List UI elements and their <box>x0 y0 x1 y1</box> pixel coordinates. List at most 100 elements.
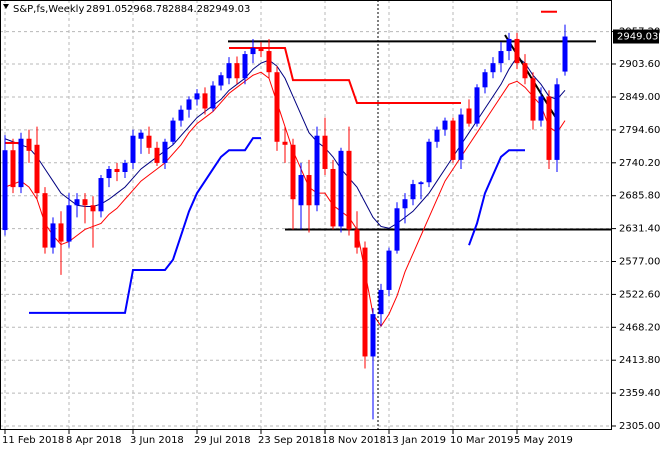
candle-body <box>562 36 568 72</box>
candle-body <box>298 175 304 206</box>
candle-body <box>194 93 200 100</box>
candle-body <box>514 38 520 64</box>
candle-body <box>202 93 208 109</box>
header-high: 2968.78 <box>127 4 168 15</box>
candle-body <box>354 229 360 248</box>
indicator-line <box>229 47 461 105</box>
candle-body <box>474 87 480 124</box>
candle-body <box>290 144 296 200</box>
price-label: 2949.03 <box>617 32 658 43</box>
indicator-line <box>468 149 525 246</box>
header-icon <box>3 4 9 9</box>
candle-body <box>34 144 40 194</box>
chart-title: S&P,fs,Weekly <box>13 4 84 15</box>
candle-body <box>210 85 216 109</box>
candle-body <box>226 63 232 79</box>
candle-body <box>138 132 144 139</box>
y-tick-label: 2468.20 <box>619 322 660 333</box>
candle-body <box>330 168 336 227</box>
y-tick-label: 2794.60 <box>619 125 660 136</box>
candle-body <box>450 120 456 160</box>
candle-body <box>410 184 416 200</box>
y-tick-label: 2849.00 <box>619 92 660 103</box>
candle-body <box>186 99 192 110</box>
indicator-line <box>29 137 261 314</box>
candle-body <box>98 178 104 212</box>
y-tick-label: 2577.00 <box>619 257 660 268</box>
plot-frame <box>0 0 612 430</box>
candle-body <box>18 138 24 188</box>
candle-body <box>26 138 32 151</box>
candle-body <box>66 205 72 242</box>
candle-body <box>170 120 176 142</box>
indicator-line <box>4 56 566 229</box>
candle-body <box>506 38 512 52</box>
candle-body <box>306 175 312 206</box>
candle-body <box>234 63 240 79</box>
candle-body <box>114 168 120 172</box>
candle-body <box>362 247 368 357</box>
candle-body <box>378 289 384 315</box>
y-tick-label: 2413.80 <box>619 355 660 366</box>
x-tick-label: 10 Mar 2019 <box>450 435 513 446</box>
candle-body <box>106 168 112 179</box>
candle-body <box>418 182 424 185</box>
candle-body <box>554 84 560 160</box>
x-tick-label: 11 Feb 2018 <box>2 435 64 446</box>
candle-body <box>282 141 288 145</box>
candle-body <box>426 141 432 183</box>
candle-body <box>2 150 8 231</box>
candle-body <box>58 223 64 242</box>
candle-body <box>154 147 160 163</box>
candle-body <box>82 199 88 206</box>
candle-body <box>322 135 328 169</box>
y-tick-label: 2740.20 <box>619 158 660 169</box>
candle-body <box>466 108 472 124</box>
candle-body <box>538 96 544 121</box>
candle-body <box>402 199 408 209</box>
candle-body <box>522 63 528 79</box>
candle-body <box>442 120 448 130</box>
x-tick-label: 5 May 2019 <box>514 435 573 446</box>
candle-body <box>434 129 440 142</box>
candle-body <box>490 63 496 73</box>
candle-body <box>146 135 152 148</box>
header-open: 2891.05 <box>86 4 127 15</box>
candle-body <box>122 162 128 172</box>
candle-body <box>42 193 48 248</box>
x-tick-label: 3 Jun 2018 <box>130 435 184 446</box>
candle-body <box>482 72 488 88</box>
plot <box>2 0 612 430</box>
candle-body <box>250 48 256 55</box>
candle-body <box>162 141 168 163</box>
candle-body <box>314 135 320 206</box>
y-tick-label: 2305.00 <box>619 421 660 432</box>
candle-body <box>274 72 280 142</box>
candle-body <box>458 114 464 160</box>
candle-body <box>394 208 400 251</box>
candle-body <box>546 96 552 160</box>
x-tick-label: 23 Sep 2018 <box>258 435 321 446</box>
y-tick-label: 2685.80 <box>619 191 660 202</box>
candle-body <box>498 51 504 64</box>
candle-body <box>266 51 272 73</box>
candle-body <box>370 314 376 357</box>
x-tick-label: 8 Apr 2018 <box>66 435 121 446</box>
candle-body <box>386 250 392 290</box>
candle-body <box>74 199 80 206</box>
axis: 2957.202903.602849.002794.602740.202685.… <box>2 27 660 446</box>
candle-body <box>178 109 184 121</box>
candle-body <box>338 150 344 227</box>
candle-body <box>50 223 56 248</box>
x-tick-label: 13 Jan 2019 <box>386 435 446 446</box>
y-tick-label: 2903.60 <box>619 59 660 70</box>
y-tick-label: 2359.40 <box>619 388 660 399</box>
x-tick-label: 29 Jul 2018 <box>194 435 251 446</box>
candle-body <box>258 48 264 52</box>
candle-body <box>130 135 136 163</box>
candle-body <box>10 150 16 188</box>
y-tick-label: 2522.60 <box>619 289 660 300</box>
